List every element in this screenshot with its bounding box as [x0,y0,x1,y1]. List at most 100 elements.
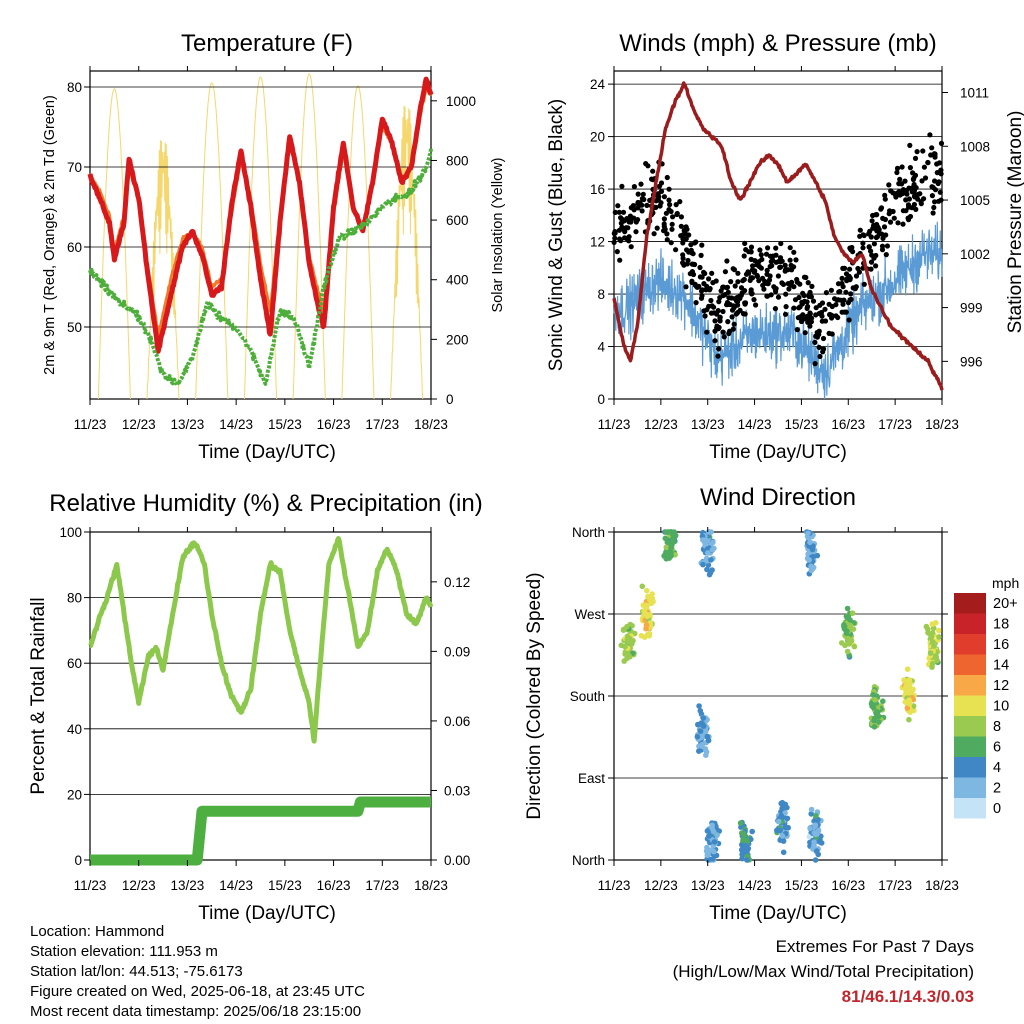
extremes-values: 81/46.1/14.3/0.03 [841,987,974,1006]
direction-point [808,563,814,570]
direction-point [812,857,819,863]
gust-point [690,251,696,257]
gust-point [873,263,879,269]
gust-point [692,261,698,268]
humidity-ylabel: Percent & Total Rainfall [28,597,49,794]
wind-pressure-title: Winds (mph) & Pressure (mb) [619,30,936,57]
gust-point [730,326,736,332]
direction-point [706,833,712,839]
gust-point [782,311,789,317]
gust-point [886,211,892,217]
gust-point [782,262,788,268]
direction-point [749,828,755,835]
y2-tick-label: 200 [446,332,469,347]
direction-point [841,625,848,632]
y2-tick-label: 0.12 [444,575,470,590]
colorbar-label: 8 [993,719,1001,735]
gust-point [720,329,726,335]
gust-point [894,169,900,176]
gust-point [860,240,866,246]
direction-point [874,709,881,715]
direction-point [844,648,851,655]
colorbar-swatch [954,613,986,634]
gust-point [651,231,657,237]
direction-point [782,801,789,808]
direction-point [745,845,752,852]
colorbar-label: 20+ [993,596,1018,612]
gust-point [717,315,723,321]
solar-curve [292,73,326,400]
gust-point [905,217,912,223]
gust-point [637,200,643,206]
gust-point [626,219,632,225]
direction-point [705,529,712,535]
gust-point [919,178,925,184]
colorbar-swatch [954,798,986,819]
direction-point [700,715,707,721]
direction-point [711,848,717,855]
wind-pressure-panel: Winds (mph) & Pressure (mb) 0 4 8 12 16 20 24 9… [546,30,1024,463]
gust-point [683,284,689,290]
gust-point [796,305,802,311]
gust-point [749,291,755,297]
x-tick-label: 16/23 [831,417,865,432]
direction-point [697,728,704,734]
gust-point [842,265,848,271]
gust-point [917,191,923,197]
direction-point [875,713,882,720]
gust-point [619,216,625,222]
gust-point [804,299,810,305]
gust-point [868,266,874,272]
y-tick-label: 24 [590,77,606,92]
colorbar-swatch [954,736,986,757]
gust-point [638,181,644,187]
temperature-title: Temperature (F) [181,30,353,57]
gust-point [882,192,888,198]
direction-point [845,636,852,643]
direction-point [711,839,718,845]
direction-point [809,546,816,553]
gust-point [783,304,789,310]
gust-point [764,271,770,277]
colorbar-label: 18 [993,617,1009,633]
wind-series [611,81,945,400]
humidity-gridlines [90,531,431,861]
gust-point [891,215,897,221]
gust-point [685,257,691,264]
gust-point [738,285,745,291]
direction-point [668,549,674,556]
gust-point [664,231,670,237]
gust-point [712,318,718,324]
gust-point [775,294,782,300]
extremes-box: Extremes For Past 7 Days (High/Low/Max W… [673,934,974,1009]
direction-point [779,833,786,839]
wind-direction-title: Wind Direction [700,484,856,511]
direction-point [818,840,825,846]
gust-point [912,155,919,161]
direction-point [699,743,705,749]
colorbar-swatch [954,634,986,655]
gust-point [871,241,878,247]
gust-point [748,287,754,293]
direction-point [703,728,709,734]
gust-point [931,204,937,211]
gust-point [929,184,935,190]
direction-point [813,813,819,819]
direction-point [627,635,633,642]
direction-point [744,857,750,863]
y-tick-label: 20 [67,787,82,802]
direction-point [784,815,791,822]
gust-point [904,191,910,197]
gust-point [921,164,928,170]
colorbar-label: 2 [993,781,1001,797]
gust-point [739,290,745,296]
direction-point [904,666,911,672]
gust-point [619,226,625,232]
gust-point [751,297,757,303]
gust-point [810,298,817,304]
x-tick-label: 14/23 [738,417,772,432]
y2-tick-label: 1005 [960,193,990,208]
gust-point [743,247,749,253]
x-tick-label: 11/23 [74,417,107,432]
gust-point [668,208,674,215]
